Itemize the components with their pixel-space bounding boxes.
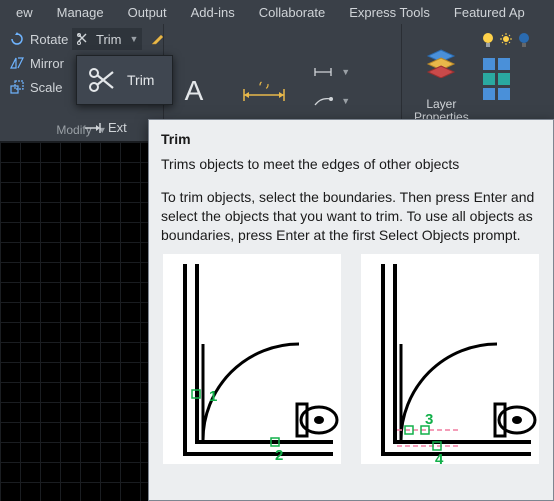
menu-item-featured[interactable]: Featured Ap [442,5,537,20]
mirror-label: Mirror [30,56,64,71]
linear-icon [313,66,333,78]
pencil-button[interactable] [146,28,160,50]
tooltip-desc: Trims objects to meet the edges of other… [161,155,541,174]
trim-label: Trim [96,32,122,47]
trim-icon [76,32,90,46]
chevron-down-icon: ▼ [341,67,350,77]
chevron-down-icon: ▼ [130,34,139,44]
trim-tooltip: Trim Trims objects to meet the edges of … [148,119,554,501]
scale-label: Scale [30,80,63,95]
bulb-on-icon [481,32,495,48]
layer-swatch [498,88,510,100]
tooltip-title: Trim [161,130,541,149]
rotate-label: Rotate [30,32,68,47]
menu-item-view[interactable]: ew [4,5,45,20]
layer-swatch [483,88,495,100]
scale-icon [10,80,24,94]
mirror-icon [10,56,24,70]
chevron-down-icon: ▼ [341,96,350,106]
extend-button[interactable]: Ext [84,120,127,135]
scissors-icon [87,66,115,94]
rotate-button[interactable]: Rotate [6,28,68,50]
scale-button[interactable]: Scale [6,76,68,98]
menu-item-addins[interactable]: Add-ins [179,5,247,20]
leader-icon [313,95,333,107]
diagram-label-2: 2 [275,447,283,464]
layer-swatch [498,58,510,70]
extend-icon [84,122,102,134]
diagram-label-3: 3 [425,411,433,428]
layers-icon [424,32,458,94]
svg-text:A: A [185,75,204,106]
tooltip-diagram-row: 1 2 3 4 [161,254,541,464]
layer-swatch [483,73,495,85]
trim-diagram-after: 3 4 [361,254,539,464]
menu-item-output[interactable]: Output [116,5,179,20]
mirror-button[interactable]: Mirror [6,52,68,74]
trim-flyout-label: Trim [127,72,154,88]
layer-properties-button[interactable]: Layer Properties [408,28,475,128]
panel-modify-label[interactable]: Modify ▼ [6,119,157,141]
menu-item-manage[interactable]: Manage [45,5,116,20]
diagram-label-4: 4 [435,451,444,464]
text-icon: A [177,63,211,119]
rotate-icon [10,32,24,46]
tooltip-body: To trim objects, select the boundaries. … [161,188,541,245]
pencil-icon [150,32,164,46]
leader-button[interactable]: ▼ [309,90,370,112]
diagram-label-1: 1 [209,388,217,405]
menu-item-express[interactable]: Express Tools [337,5,442,20]
trim-split-button[interactable]: Trim ▼ [72,28,142,50]
trim-flyout[interactable]: Trim [76,55,173,105]
dimension-icon [240,63,288,119]
layer-states[interactable] [479,56,533,102]
menu-bar: ew Manage Output Add-ins Collaborate Exp… [0,0,554,24]
layer-swatch [483,58,495,70]
trim-diagram-before: 1 2 [163,254,341,464]
layer-swatch [498,73,510,85]
sun-icon [499,32,513,48]
extend-label: Ext [108,120,127,135]
menu-item-collaborate[interactable]: Collaborate [247,5,338,20]
linear-button[interactable]: ▼ [309,61,370,83]
drawing-area[interactable] [0,142,148,501]
bulb-off-icon [517,32,531,48]
layer-visibility-row[interactable] [479,30,533,50]
